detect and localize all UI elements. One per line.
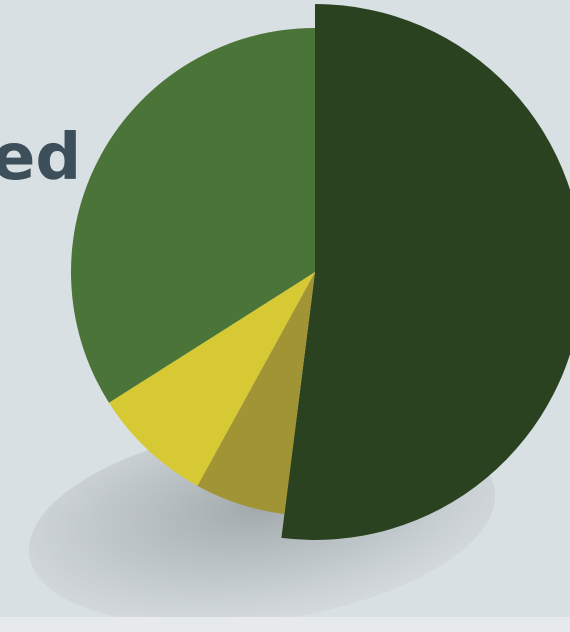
pie-slice <box>70 28 315 403</box>
pie-slice <box>281 4 570 540</box>
left-side-label: t <box>0 479 1 543</box>
pie-slice <box>108 272 315 486</box>
pie-slice <box>197 272 315 515</box>
left-side-label: ed <box>0 121 82 195</box>
pie-slices <box>70 4 570 540</box>
footer-strip <box>0 617 570 632</box>
